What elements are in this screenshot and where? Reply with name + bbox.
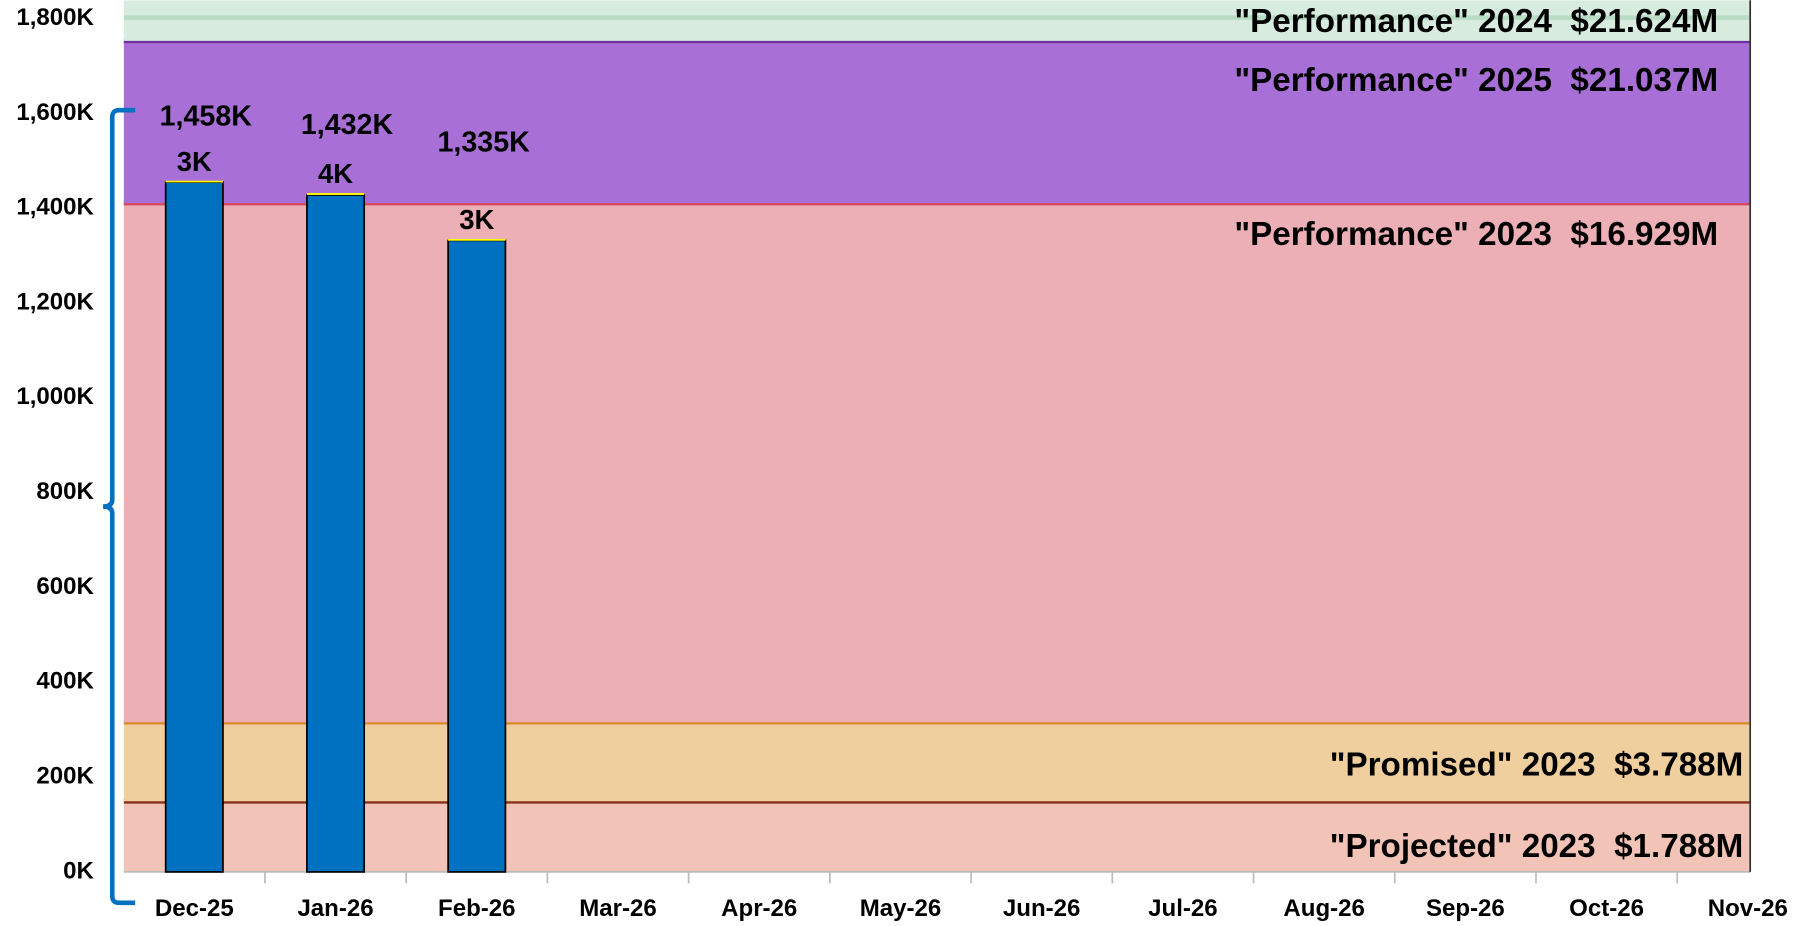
x-tick-label: Jul-26: [1148, 895, 1218, 922]
band-layer: [123, 0, 1751, 872]
reference-band: [123, 722, 1751, 802]
reference-band: [123, 801, 1751, 872]
reference-label: "Performance" 2024 $21.624M: [1234, 3, 1718, 40]
bar: [164, 181, 224, 873]
x-tick-label: Apr-26: [721, 895, 797, 922]
reference-band: [123, 203, 1751, 723]
segment-label: 3K: [177, 146, 212, 177]
reference-band: [123, 40, 1751, 204]
x-tick-label: Sep-26: [1426, 895, 1505, 922]
bar: [165, 180, 223, 183]
reference-label: "Performance" 2025 $21.037M: [1234, 62, 1718, 99]
bracket: [102, 107, 136, 906]
x-tick-label: Jun-26: [1003, 895, 1081, 922]
x-tick-label: May-26: [860, 895, 942, 922]
total-label: 1,432K: [301, 109, 394, 141]
reference-label: "Performance" 2023 $16.929M: [1234, 216, 1718, 253]
y-tick-label: 600K: [36, 573, 94, 600]
x-tick-label: Nov-26: [1708, 895, 1788, 922]
reference-band: [123, 0, 1751, 41]
y-tick-label: 800K: [36, 478, 94, 505]
segment-label: 3K: [459, 204, 494, 235]
reference-label: "Promised" 2023 $3.788M: [1330, 747, 1744, 784]
x-tick-label: Dec-25: [155, 895, 234, 922]
y-tick-label: 200K: [36, 762, 94, 789]
x-tick-label: Jan-26: [297, 895, 373, 922]
y-tick-label: 0K: [63, 857, 94, 884]
bar: [448, 239, 506, 241]
bar: [306, 194, 366, 873]
x-tick-label: Feb-26: [438, 895, 516, 922]
x-tick-label: Oct-26: [1569, 895, 1644, 922]
y-tick-label: 400K: [36, 668, 94, 695]
segment-label: 4K: [318, 158, 353, 189]
y-tick-label: 1,600K: [16, 99, 94, 126]
bar: [306, 193, 365, 195]
y-tick-label: 1,200K: [16, 288, 94, 315]
x-tick-label: Mar-26: [579, 895, 657, 922]
x-tick-label: Aug-26: [1283, 895, 1365, 922]
y-tick-label: 1,800K: [16, 4, 94, 31]
reference-label: "Projected" 2023 $1.788M: [1330, 828, 1744, 865]
bar: [447, 239, 507, 873]
y-tick-label: 1,000K: [16, 383, 94, 410]
total-label: 1,458K: [160, 100, 253, 132]
y-tick-label: 1,400K: [16, 194, 94, 221]
total-label: 1,335K: [437, 127, 530, 159]
